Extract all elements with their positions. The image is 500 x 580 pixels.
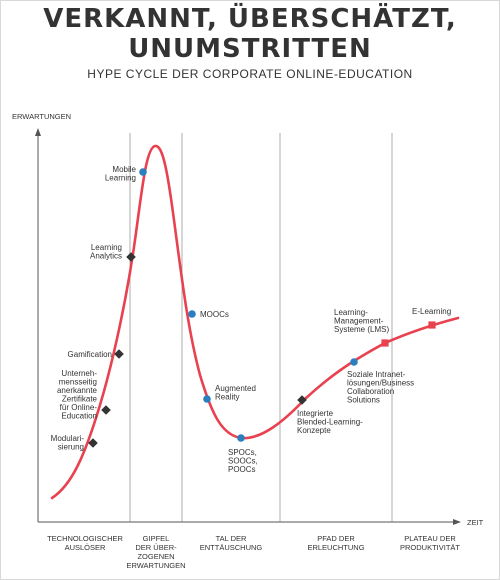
square-marker — [381, 339, 389, 347]
circle-marker — [237, 434, 245, 442]
phase-label: TECHNOLOGISCHER AUSLÖSER — [47, 534, 123, 552]
item-label: Gamification — [68, 350, 112, 359]
item-label: Learning-Management-Systeme (LMS) — [334, 308, 389, 334]
circle-marker — [350, 358, 358, 366]
hype-curve — [50, 144, 460, 500]
y-axis-arrow — [35, 128, 41, 136]
phase-label: PFAD DER ERLEUCHTUNG — [307, 534, 364, 552]
item-label: Learning Analytics — [90, 243, 122, 261]
circle-marker — [188, 310, 196, 318]
item-label: Soziale Intranet-lösungen/Business Collab… — [347, 370, 414, 405]
diamond-marker — [126, 252, 136, 262]
item-label: Mobile Learning — [105, 165, 137, 183]
x-axis-label: ZEIT — [467, 518, 484, 527]
item-label: E-Learning — [412, 307, 451, 316]
item-label: SPOCs, SOOCs, POOCs — [228, 448, 258, 474]
circle-marker — [139, 168, 147, 176]
title-line-2: UNUMSTRITTEN — [128, 34, 372, 64]
title-line-1: VERKANNT, ÜBERSCHÄTZT, — [43, 4, 457, 34]
item-label: Unterneh-mensseitig anerkannte Zertifikate… — [57, 369, 98, 421]
phase-label: PLATEAU DER PRODUKTIVITÄT — [400, 534, 460, 552]
circle-marker — [203, 395, 211, 403]
diamond-marker — [297, 395, 307, 405]
diamond-marker — [101, 405, 111, 415]
y-axis-label: ERWARTUNGEN — [12, 112, 71, 121]
subtitle: HYPE CYCLE DER CORPORATE ONLINE-EDUCATIO… — [87, 67, 413, 81]
square-marker — [428, 321, 436, 329]
item-label: Modulari-sierung — [51, 434, 85, 452]
item-label: Integrierte Blended-Learning-Konzepte — [297, 409, 363, 435]
item-label: Augmented Reality — [215, 384, 256, 402]
x-axis-arrow — [453, 519, 461, 525]
phase-label: TAL DER ENTTÄUSCHUNG — [200, 534, 263, 552]
phase-label: GIPFEL DER ÜBER-ZOGENEN ERWARTUNGEN — [126, 534, 185, 570]
item-label: MOOCs — [200, 310, 229, 319]
